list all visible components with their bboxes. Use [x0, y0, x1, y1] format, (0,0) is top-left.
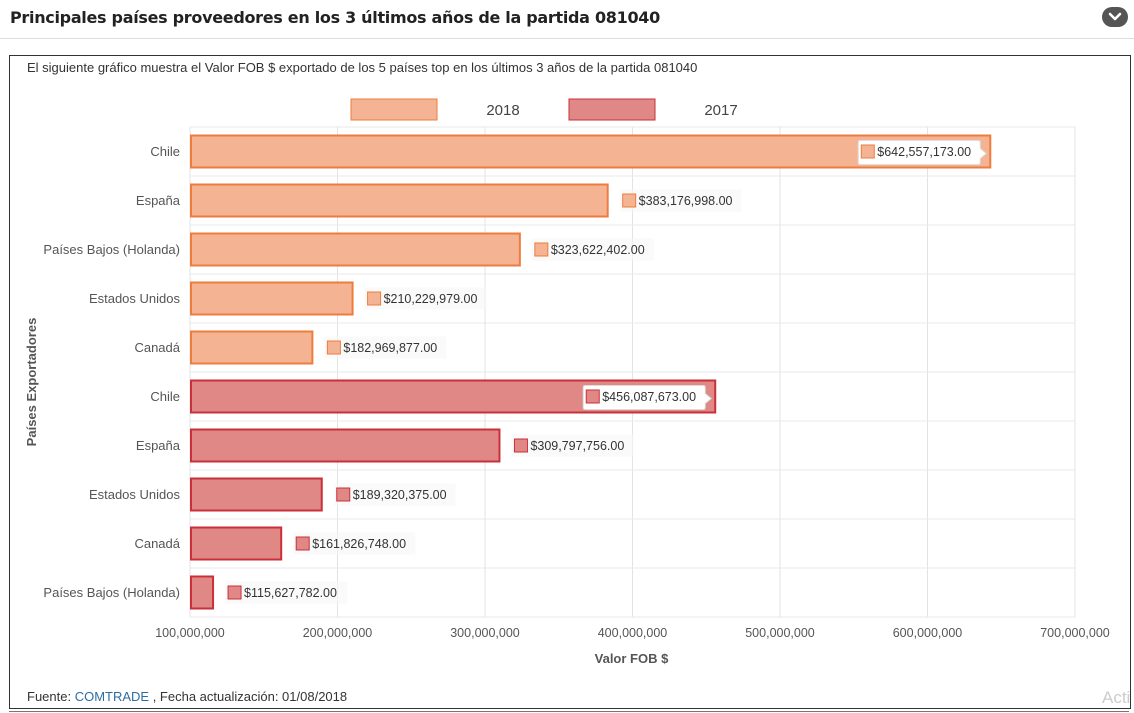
section-header: Principales países proveedores en los 3 …	[0, 0, 1134, 39]
data-label: $323,622,402.00	[551, 243, 645, 257]
bar-2018	[190, 330, 314, 365]
chart-description: El siguiente gráfico muestra el Valor FO…	[27, 60, 698, 75]
activation-watermark: Acti	[1102, 688, 1131, 707]
data-label-swatch	[336, 487, 351, 502]
bar-2017	[190, 575, 215, 610]
y-tick-label: Chile	[150, 389, 180, 404]
legend-label-2018: 2018	[486, 102, 519, 119]
x-tick-label: 400,000,000	[598, 626, 668, 640]
x-tick-label: 500,000,000	[745, 626, 815, 640]
data-label-swatch	[534, 242, 549, 257]
data-label: $456,087,673.00	[602, 390, 696, 404]
data-label-background	[619, 189, 742, 212]
section-title: Principales países proveedores en los 3 …	[10, 8, 660, 27]
y-tick-label: España	[136, 193, 181, 208]
bar-2018	[190, 232, 521, 267]
data-label: $161,826,748.00	[312, 537, 406, 551]
data-label: $309,797,756.00	[530, 439, 624, 453]
bar-2017	[190, 428, 501, 463]
data-label-background	[531, 238, 654, 261]
data-label: $115,627,782.00	[244, 586, 337, 600]
data-label: $642,557,173.00	[877, 145, 971, 159]
y-tick-label: Chile	[150, 144, 180, 159]
data-label-swatch	[295, 536, 310, 551]
footer-suffix: , Fecha actualización: 01/08/2018	[149, 689, 348, 704]
data-label-swatch	[367, 291, 382, 306]
bar-2018	[190, 183, 609, 218]
x-axis-title: Valor FOB $	[595, 651, 669, 666]
data-label-swatch	[326, 340, 341, 355]
panel-divider	[9, 711, 1129, 712]
collapse-toggle-button[interactable]	[1102, 7, 1128, 27]
data-label: $210,229,979.00	[384, 292, 478, 306]
data-label: $189,320,375.00	[353, 488, 447, 502]
data-label-swatch	[860, 144, 875, 159]
data-label-swatch	[622, 193, 637, 208]
y-tick-label: Canadá	[134, 340, 180, 355]
legend-label-2017: 2017	[704, 102, 737, 119]
y-axis-title: Países Exportadores	[24, 318, 39, 447]
legend-swatch-2017	[568, 98, 656, 121]
source-footer: Fuente: COMTRADE , Fecha actualización: …	[27, 689, 347, 704]
bar-2018	[190, 134, 992, 169]
legend-swatch-2018	[350, 98, 438, 121]
x-tick-label: 100,000,000	[155, 626, 225, 640]
bar-2017	[190, 477, 323, 512]
footer-prefix: Fuente:	[27, 689, 75, 704]
bar-2017	[190, 526, 283, 561]
y-tick-label: Canadá	[134, 536, 180, 551]
data-label: $383,176,998.00	[639, 194, 733, 208]
y-tick-label: Países Bajos (Holanda)	[43, 242, 180, 257]
data-label-background	[293, 532, 416, 555]
data-label-background	[333, 483, 456, 506]
x-tick-label: 300,000,000	[450, 626, 520, 640]
data-label-swatch	[227, 585, 242, 600]
chevron-down-icon	[1108, 12, 1122, 21]
data-label: $182,969,877.00	[343, 341, 437, 355]
x-tick-label: 200,000,000	[303, 626, 373, 640]
source-link[interactable]: COMTRADE	[74, 689, 150, 704]
data-label-background	[324, 336, 447, 359]
data-label-background	[511, 434, 634, 457]
data-label-swatch	[513, 438, 528, 453]
data-label-callout	[582, 385, 713, 410]
bar-2018	[190, 281, 354, 316]
y-tick-label: España	[136, 438, 181, 453]
data-label-callout	[857, 140, 988, 165]
data-label-background	[225, 581, 348, 604]
y-tick-label: Estados Unidos	[89, 487, 181, 502]
y-tick-label: Estados Unidos	[89, 291, 181, 306]
x-tick-label: 700,000,000	[1040, 626, 1110, 640]
chart-panel	[9, 55, 1131, 709]
x-tick-label: 600,000,000	[893, 626, 963, 640]
data-label-swatch	[585, 389, 600, 404]
y-tick-label: Países Bajos (Holanda)	[43, 585, 180, 600]
data-label-background	[364, 287, 487, 310]
